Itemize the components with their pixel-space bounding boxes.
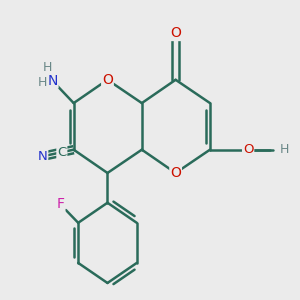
Text: O: O <box>170 26 181 40</box>
Text: C: C <box>57 146 67 159</box>
Text: N: N <box>47 74 58 88</box>
Text: H: H <box>38 76 47 88</box>
Text: O: O <box>243 143 254 156</box>
Text: F: F <box>56 197 64 212</box>
Text: H: H <box>42 61 52 74</box>
Text: H: H <box>280 143 289 156</box>
Text: O: O <box>170 166 181 180</box>
Text: O: O <box>102 73 113 87</box>
Text: N: N <box>38 150 47 163</box>
